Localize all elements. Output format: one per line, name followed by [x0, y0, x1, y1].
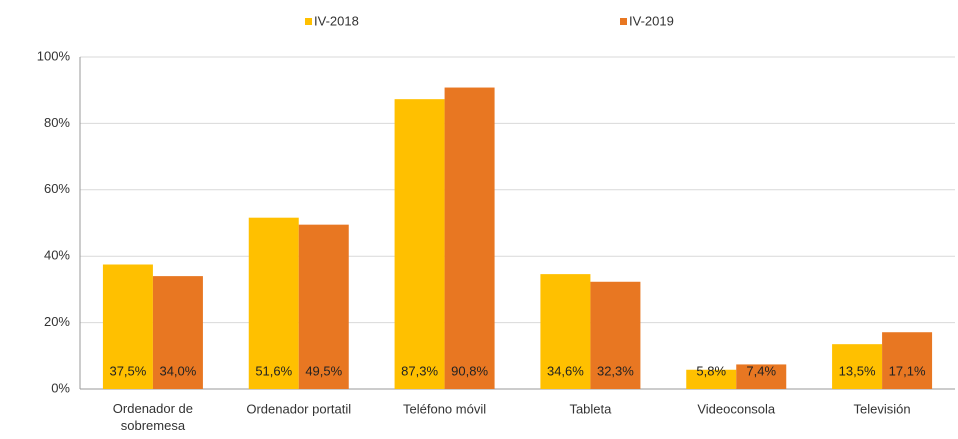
data-label: 17,1%	[889, 363, 926, 378]
data-label: 32,3%	[597, 363, 634, 378]
data-label: 90,8%	[451, 363, 488, 378]
data-label: 7,4%	[746, 363, 776, 378]
y-tick-label: 0%	[51, 380, 70, 395]
data-label: 5,8%	[696, 363, 726, 378]
legend-swatch	[620, 18, 627, 25]
bar	[590, 281, 641, 389]
y-tick-label: 20%	[44, 314, 70, 329]
bar	[394, 99, 445, 389]
x-tick-label: Ordenador portatil	[246, 401, 351, 416]
y-tick-label: 80%	[44, 115, 70, 130]
y-tick-label: 40%	[44, 248, 70, 263]
data-label: 51,6%	[255, 363, 292, 378]
x-tick-label: Televisión	[854, 401, 911, 416]
bar	[736, 364, 787, 389]
x-tick-label: Ordenador de sobremesa	[113, 401, 193, 433]
bar	[686, 369, 737, 389]
bar	[152, 276, 203, 389]
data-label: 49,5%	[305, 363, 342, 378]
data-label: 34,6%	[547, 363, 584, 378]
data-label: 13,5%	[839, 363, 876, 378]
y-tick-label: 100%	[37, 48, 71, 63]
legend-swatch	[305, 18, 312, 25]
legend-label: IV-2018	[314, 13, 359, 28]
data-label: 34,0%	[159, 363, 196, 378]
data-label: 37,5%	[109, 363, 146, 378]
bar	[444, 87, 495, 389]
bar	[832, 344, 883, 389]
bar	[882, 332, 933, 389]
bar	[540, 274, 591, 389]
bar	[102, 264, 153, 389]
x-tick-label: Videoconsola	[697, 401, 776, 416]
bar	[248, 217, 299, 389]
bar	[298, 224, 349, 389]
x-tick-label: Tableta	[569, 401, 612, 416]
legend-label: IV-2019	[629, 13, 674, 28]
data-label: 87,3%	[401, 363, 438, 378]
y-tick-label: 60%	[44, 181, 70, 196]
x-tick-label: Teléfono móvil	[403, 401, 486, 416]
